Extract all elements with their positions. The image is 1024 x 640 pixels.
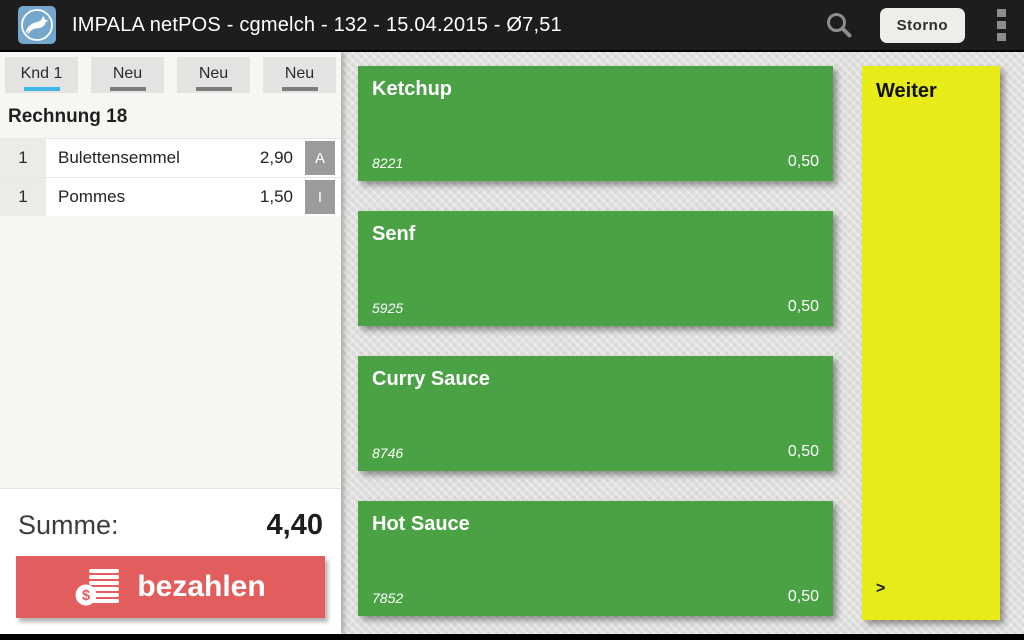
pay-button-label: bezahlen xyxy=(137,570,266,603)
product-code: 5925 xyxy=(372,300,404,316)
window-title: IMPALA netPOS - cgmelch - 132 - 15.04.20… xyxy=(72,13,562,36)
tab-underline xyxy=(23,87,60,91)
weiter-button[interactable]: Weiter > xyxy=(862,66,1000,620)
tab-label: Neu xyxy=(284,65,315,82)
impala-logo-icon xyxy=(18,6,56,44)
bottom-strip xyxy=(0,634,1024,640)
product-column: Ketchup 8221 0,50 Senf 5925 0,50 Curry S… xyxy=(358,66,833,616)
sum-label: Summe: xyxy=(18,510,119,540)
item-price: 2,90 xyxy=(259,148,293,167)
search-icon[interactable] xyxy=(824,10,854,40)
product-price: 0,50 xyxy=(787,298,819,315)
overflow-menu-icon[interactable] xyxy=(991,5,1012,45)
tax-badge: A xyxy=(305,141,335,175)
product-button-ketchup[interactable]: Ketchup 8221 0,50 xyxy=(358,66,833,181)
tax-badge: I xyxy=(305,180,335,214)
tab-underline xyxy=(195,87,232,91)
tab-label: Neu xyxy=(198,65,229,82)
product-code: 8221 xyxy=(372,155,404,171)
pay-button[interactable]: $ bezahlen xyxy=(16,556,325,618)
product-name: Senf xyxy=(372,223,416,245)
product-name: Hot Sauce xyxy=(372,513,470,535)
tab-knd-1[interactable]: Knd 1 xyxy=(5,57,78,93)
top-bar: IMPALA netPOS - cgmelch - 132 - 15.04.20… xyxy=(0,0,1024,52)
item-name: Pommes xyxy=(58,187,126,206)
storno-button[interactable]: Storno xyxy=(879,7,965,43)
receipt-panel: Knd 1 Neu Neu Neu Rechnung 18 1 xyxy=(0,52,341,634)
tab-underline xyxy=(281,87,318,91)
product-button-hot-sauce[interactable]: Hot Sauce 7852 0,50 xyxy=(358,501,833,616)
tab-neu-1[interactable]: Neu xyxy=(91,57,164,93)
tab-underline xyxy=(109,87,146,91)
sum-value: 4,40 xyxy=(266,509,323,541)
product-name: Ketchup xyxy=(372,78,452,100)
item-price: 1,50 xyxy=(259,187,293,206)
sum-row: Summe: 4,40 xyxy=(16,503,325,556)
product-area: Ketchup 8221 0,50 Senf 5925 0,50 Curry S… xyxy=(341,52,1024,634)
product-name: Curry Sauce xyxy=(372,368,490,390)
weiter-arrow: > xyxy=(876,580,886,597)
product-price: 0,50 xyxy=(787,588,819,605)
product-code: 8746 xyxy=(372,445,404,461)
item-quantity: 1 xyxy=(0,178,46,216)
summary-section: Summe: 4,40 $ xyxy=(0,488,341,634)
tab-neu-2[interactable]: Neu xyxy=(177,57,250,93)
tab-label: Knd 1 xyxy=(20,65,63,82)
tab-neu-3[interactable]: Neu xyxy=(263,57,336,93)
coins-icon: $ xyxy=(75,569,120,606)
receipt-empty-space xyxy=(0,216,341,488)
product-button-senf[interactable]: Senf 5925 0,50 xyxy=(358,211,833,326)
receipt-item-row[interactable]: 1 Bulettensemmel 2,90 A xyxy=(0,138,341,177)
weiter-label: Weiter xyxy=(876,80,937,102)
main-content: Knd 1 Neu Neu Neu Rechnung 18 1 xyxy=(0,52,1024,634)
receipt-title: Rechnung 18 xyxy=(8,106,128,127)
product-price: 0,50 xyxy=(787,153,819,170)
item-quantity: 1 xyxy=(0,139,46,177)
product-code: 7852 xyxy=(372,590,404,606)
customer-tabs: Knd 1 Neu Neu Neu xyxy=(0,52,341,93)
product-button-curry-sauce[interactable]: Curry Sauce 8746 0,50 xyxy=(358,356,833,471)
svg-text:$: $ xyxy=(82,587,91,604)
product-price: 0,50 xyxy=(787,443,819,460)
item-name: Bulettensemmel xyxy=(58,148,180,167)
receipt-item-row[interactable]: 1 Pommes 1,50 I xyxy=(0,177,341,216)
tab-label: Neu xyxy=(112,65,143,82)
